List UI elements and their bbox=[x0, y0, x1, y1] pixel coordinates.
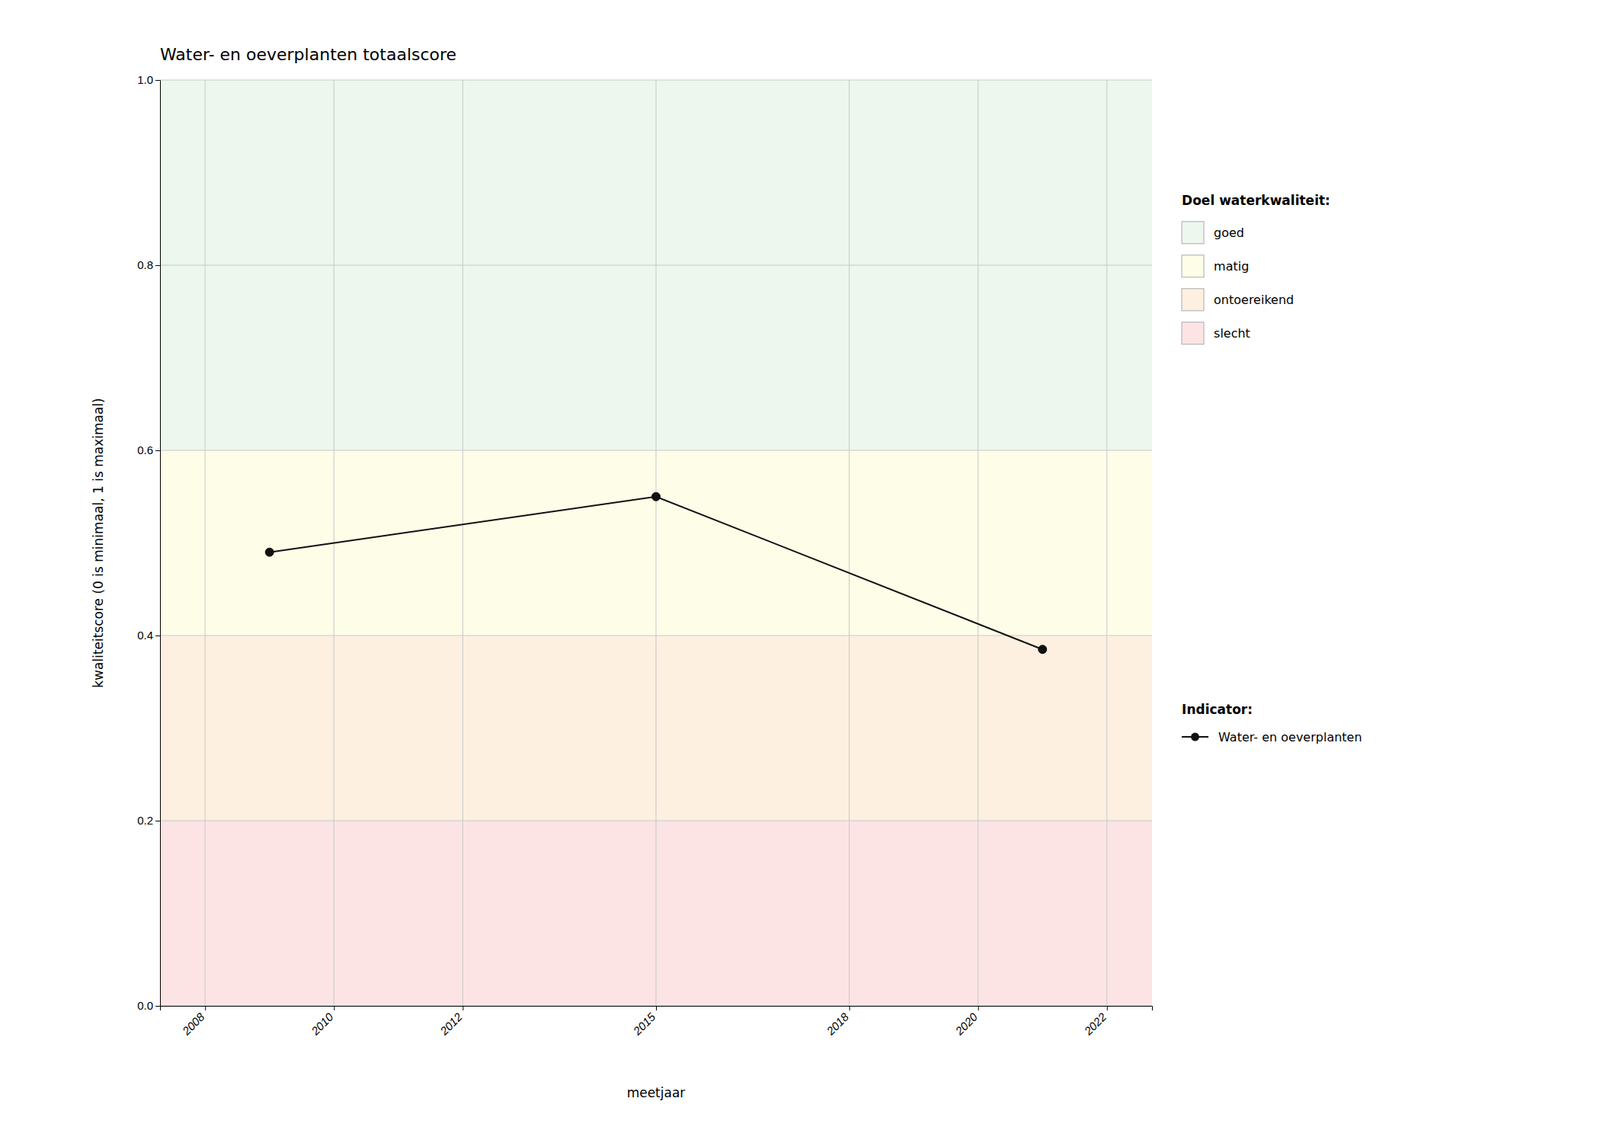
x-tick: 2010 bbox=[307, 1005, 336, 1038]
grid-line-x bbox=[462, 80, 464, 1006]
series bbox=[265, 492, 1047, 653]
x-tick-mark bbox=[849, 1005, 851, 1011]
x-tick-mark bbox=[656, 1005, 657, 1011]
grid-line-y bbox=[160, 820, 1152, 822]
y-tick-label: 0.8 bbox=[137, 258, 154, 272]
y-axis-title: kwaliteitscore (0 is minimaal, 1 is maxi… bbox=[90, 397, 106, 688]
series-line bbox=[269, 496, 1044, 650]
legend-swatch bbox=[1181, 255, 1204, 278]
x-tick-label: 2012 bbox=[436, 1009, 465, 1038]
x-tick-label: 2010 bbox=[307, 1009, 336, 1038]
y-axis: 0.0 0.2 0.4 0.6 0.8 1.0 bbox=[137, 73, 160, 1012]
x-tick: 2022 bbox=[1081, 1005, 1110, 1038]
legend-item: ontoereikend bbox=[1181, 288, 1294, 311]
grid bbox=[160, 80, 1152, 1006]
grid-line-x bbox=[656, 80, 657, 1006]
y-tick: 1.0 bbox=[137, 73, 160, 87]
legend-label: goed bbox=[1213, 225, 1245, 240]
x-tick: 2008 bbox=[179, 1005, 208, 1038]
legend-swatch bbox=[1181, 288, 1204, 311]
y-tick-mark bbox=[155, 80, 160, 81]
y-tick-label: 1.0 bbox=[137, 73, 154, 87]
series-marker bbox=[265, 547, 274, 557]
y-tick: 0.6 bbox=[137, 443, 160, 457]
y-tick-label: 0.4 bbox=[137, 628, 154, 642]
legend-swatch bbox=[1181, 221, 1204, 244]
x-tick-mark bbox=[333, 1005, 335, 1011]
y-tick-label: 0.2 bbox=[137, 813, 154, 827]
y-axis-line bbox=[155, 80, 161, 1007]
grid-line-y bbox=[160, 635, 1152, 637]
legend-marker bbox=[1190, 732, 1200, 742]
x-tick-label: 2018 bbox=[823, 1009, 852, 1038]
x-tick: 2020 bbox=[952, 1005, 981, 1038]
series-marker bbox=[652, 492, 661, 501]
y-tick-mark bbox=[155, 820, 160, 822]
x-axis: 2008 2010 2012 2015 2018 2020 2022 bbox=[160, 1005, 1153, 1038]
title: Water- en oeverplanten totaalscore bbox=[160, 44, 457, 64]
legend-item: goed bbox=[1181, 221, 1245, 244]
x-axis-title: meetjaar bbox=[627, 1084, 686, 1101]
grid-line-y bbox=[160, 80, 1152, 81]
grid-line-y bbox=[160, 450, 1152, 452]
x-tick-mark bbox=[978, 1005, 980, 1011]
legend-item: Water- en oeverplanten bbox=[1181, 729, 1363, 745]
y-tick: 0.4 bbox=[137, 628, 160, 642]
grid-line-x bbox=[977, 80, 979, 1006]
x-tick-label: 2015 bbox=[630, 1009, 659, 1038]
x-tick: 2015 bbox=[630, 1005, 659, 1038]
series-marker bbox=[1038, 645, 1047, 654]
y-tick-mark bbox=[155, 1005, 160, 1007]
legend-swatch bbox=[1181, 322, 1204, 345]
grid-line-x bbox=[1106, 80, 1108, 1006]
x-tick-label: 2020 bbox=[952, 1009, 981, 1038]
legend-label: slecht bbox=[1213, 326, 1251, 341]
y-tick: 0.2 bbox=[137, 813, 160, 827]
y-tick-label: 0.0 bbox=[137, 998, 154, 1012]
x-tick-label: 2022 bbox=[1081, 1009, 1110, 1038]
grid-line-y bbox=[160, 265, 1152, 266]
x-tick: 2012 bbox=[436, 1005, 465, 1038]
zones bbox=[160, 80, 1152, 1006]
legend-title: Doel waterkwaliteit: bbox=[1181, 192, 1331, 208]
legend-item: slecht bbox=[1181, 322, 1251, 345]
y-tick-mark bbox=[155, 635, 160, 637]
y-tick: 0.8 bbox=[137, 258, 160, 272]
x-tick-mark bbox=[1107, 1005, 1108, 1011]
x-tick: 2018 bbox=[823, 1005, 852, 1038]
legend-indicator: Indicator: Water- en oeverplanten bbox=[1181, 701, 1363, 745]
x-tick-mark bbox=[204, 1005, 206, 1011]
x-tick-mark bbox=[462, 1005, 464, 1011]
chart: 2008 2010 2012 2015 2018 2020 2022 0.0 0.2 0.4 0.6… bbox=[0, 0, 1600, 1143]
y-tick-mark bbox=[155, 450, 160, 452]
y-tick-label: 0.6 bbox=[137, 443, 154, 457]
legend-label: matig bbox=[1213, 259, 1249, 274]
x-axis-line bbox=[160, 1006, 1153, 1012]
legend-quality: Doel waterkwaliteit: goed matig ontoereiken… bbox=[1181, 192, 1331, 345]
y-tick: 0.0 bbox=[137, 998, 160, 1012]
y-tick-mark bbox=[155, 265, 160, 266]
legend-label: Water- en oeverplanten bbox=[1218, 729, 1363, 745]
plot: 2008 2010 2012 2015 2018 2020 2022 0.0 0.2 0.4 0.6… bbox=[137, 73, 1152, 1038]
grid-line-x bbox=[204, 80, 206, 1006]
legend-title: Indicator: bbox=[1181, 701, 1253, 717]
legend-item: matig bbox=[1181, 255, 1249, 278]
x-tick-label: 2008 bbox=[179, 1009, 208, 1038]
legend-label: ontoereikend bbox=[1213, 292, 1294, 308]
grid-line-x bbox=[848, 80, 850, 1006]
